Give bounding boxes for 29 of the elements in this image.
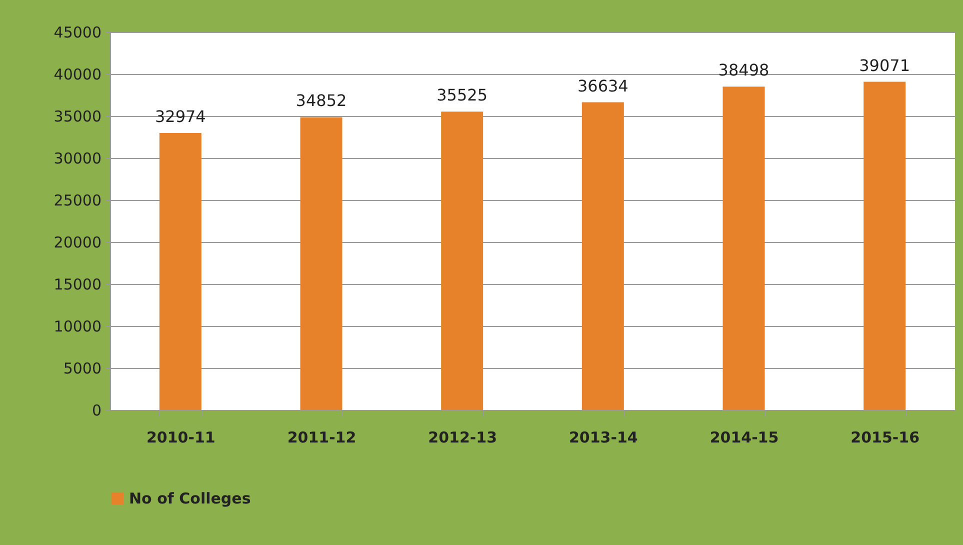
bar [722,86,765,410]
bar [159,133,202,410]
x-tick-label: 2011-12 [287,428,356,446]
y-tick-label: 15000 [54,276,102,294]
data-label: 36634 [577,76,628,96]
y-tick-label: 5000 [63,360,102,378]
data-label: 32974 [154,107,206,126]
bar [300,117,342,410]
data-label: 39071 [859,56,910,75]
y-tick-label: 40000 [54,66,102,84]
bar [582,102,624,410]
data-label: 34852 [296,91,347,110]
x-tick-label: 2012-13 [428,428,498,446]
bar [441,112,484,410]
y-tick-label: 35000 [54,108,102,126]
data-label: 38498 [718,60,770,80]
y-tick-label: 30000 [54,150,102,168]
x-tick-label: 2014-15 [710,428,779,446]
y-tick-label: 20000 [54,234,102,252]
legend-label: No of Colleges [129,490,251,508]
bar [864,82,906,410]
y-tick-label: 10000 [54,318,102,336]
x-tick-label: 2015-16 [850,428,920,446]
x-tick-label: 2010-11 [146,428,216,446]
y-tick-label: 45000 [54,24,102,42]
data-label: 35525 [436,86,488,105]
y-tick-label: 25000 [54,192,102,210]
x-tick-label: 2013-14 [568,428,638,446]
y-tick-label: 0 [92,402,102,420]
